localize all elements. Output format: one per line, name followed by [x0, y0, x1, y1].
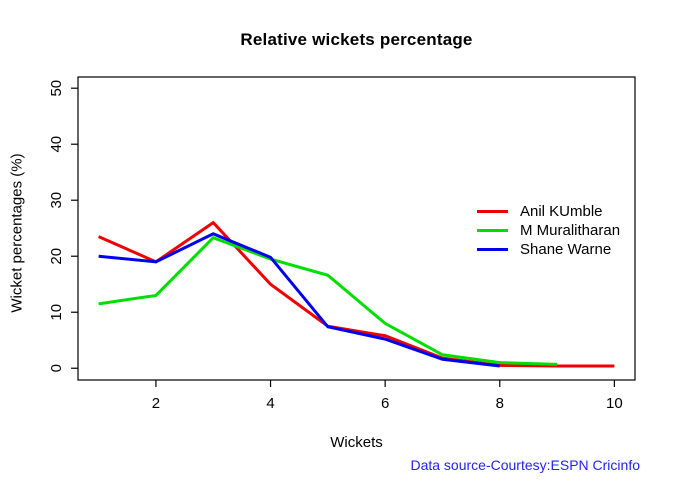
- legend-key-line: [477, 209, 508, 213]
- x-tick-label: 10: [606, 395, 623, 412]
- x-tick-label: 6: [381, 395, 389, 412]
- y-tick-label: 20: [48, 248, 65, 265]
- y-tick-label: 30: [48, 192, 65, 209]
- series-line-m-muralitharan: [98, 235, 558, 366]
- series-line-shane-warne: [98, 232, 500, 368]
- plot-box: [77, 76, 636, 381]
- legend-label: Shane Warne: [520, 240, 612, 258]
- series-line-anil-kumble: [98, 220, 615, 368]
- x-tick-label: 2: [152, 395, 160, 412]
- legend-key-line: [477, 228, 508, 232]
- legend-key-line: [477, 247, 508, 251]
- data-source-caption: Data source-Courtesy:ESPN Cricinfo: [410, 457, 640, 473]
- legend: Anil KUmble M Muralitharan Shane Warne: [477, 202, 621, 258]
- legend-label: Anil KUmble: [520, 202, 603, 220]
- y-tick-label: 0: [48, 364, 65, 372]
- x-tick-label: 4: [266, 395, 274, 412]
- y-tick-label: 50: [48, 80, 65, 97]
- legend-label: M Muralitharan: [520, 221, 621, 239]
- x-axis-label: Wickets: [330, 434, 383, 451]
- y-tick-label: 10: [48, 304, 65, 321]
- x-tick-label: 8: [496, 395, 504, 412]
- y-axis-label: Wicket percentages (%): [8, 153, 26, 313]
- legend-item: Anil KUmble: [477, 202, 620, 220]
- chart-title: Relative wickets percentage: [240, 30, 473, 49]
- y-tick-label: 40: [48, 136, 65, 153]
- legend-item: Shane Warne: [477, 240, 620, 258]
- legend-item: M Muralitharan: [477, 221, 621, 239]
